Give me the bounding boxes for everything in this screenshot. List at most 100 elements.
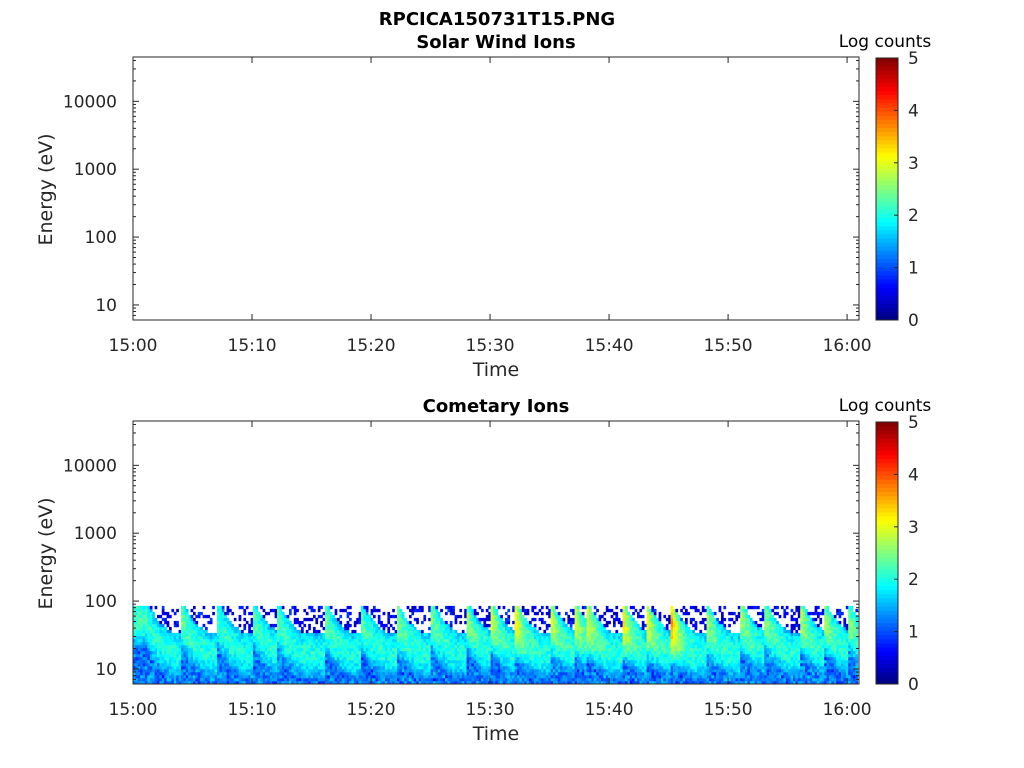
spectrogram-cell (236, 647, 239, 652)
spectrogram-cell (634, 650, 638, 655)
spectrogram-cell (202, 641, 206, 646)
spectrogram-cell (605, 620, 609, 625)
spectrogram-cell (572, 632, 575, 637)
spectrogram-cell (289, 650, 292, 655)
spectrogram-cell (464, 653, 467, 658)
spectrogram-cell (325, 675, 328, 679)
spectrogram-cell (370, 650, 374, 655)
spectrogram-cell (260, 635, 263, 640)
spectrogram-cell (375, 635, 379, 640)
spectrogram-cell (574, 623, 578, 628)
spectrogram-cell (257, 641, 261, 646)
spectrogram-cell (598, 644, 602, 649)
spectrogram-cell (229, 608, 232, 613)
spectrogram-cell (325, 650, 328, 655)
spectrogram-cell (169, 681, 172, 685)
spectrogram-cell (308, 669, 311, 673)
spectrogram-cell (178, 641, 182, 646)
spectrogram-cell (145, 650, 148, 655)
spectrogram-cell (152, 620, 155, 625)
spectrogram-cell (574, 605, 578, 610)
spectrogram-cell (409, 663, 412, 667)
spectrogram-cell (365, 666, 369, 670)
spectrogram-cell (454, 620, 458, 625)
spectrogram-cell (500, 629, 503, 634)
spectrogram-cell (613, 641, 616, 646)
spectrogram-cell (447, 660, 451, 664)
spectrogram-cell (209, 635, 213, 640)
spectrogram-cell (188, 620, 191, 625)
spectrogram-cell (231, 653, 235, 658)
spectrogram-cell (238, 660, 242, 664)
spectrogram-cell (553, 653, 556, 658)
spectrogram-cell (274, 608, 278, 613)
spectrogram-cell (641, 666, 645, 670)
spectrogram-cell (325, 660, 328, 664)
spectrogram-cell (548, 660, 551, 664)
spectrogram-cell (185, 653, 189, 658)
spectrogram-cell (245, 620, 249, 625)
spectrogram-cell (454, 617, 458, 622)
spectrogram-cell (164, 647, 167, 652)
spectrogram-cell (188, 632, 191, 637)
spectrogram-cell (303, 657, 307, 661)
spectrogram-cell (476, 657, 479, 661)
spectrogram-cell (577, 650, 580, 655)
spectrogram-cell (193, 638, 196, 643)
spectrogram-cell (303, 623, 307, 628)
spectrogram-cell (171, 647, 175, 652)
spectrogram-cell (197, 653, 201, 658)
spectrogram-cell (637, 635, 640, 640)
spectrogram-cell (449, 626, 453, 631)
spectrogram-cell (437, 666, 441, 670)
spectrogram-cell (430, 626, 434, 631)
spectrogram-cell (313, 629, 316, 634)
spectrogram-cell (519, 666, 523, 670)
spectrogram-cell (560, 681, 563, 685)
spectrogram-cell (231, 681, 235, 685)
spectrogram-cell (253, 653, 256, 658)
spectrogram-cell (281, 678, 285, 682)
spectrogram-cell (394, 614, 398, 619)
spectrogram-cell (533, 629, 537, 634)
spectrogram-cell (488, 647, 491, 652)
spectrogram-cell (209, 638, 213, 643)
spectrogram-cell (137, 663, 141, 667)
spectrogram-cell (397, 653, 400, 658)
spectrogram-cell (476, 660, 479, 664)
spectrogram-cell (363, 617, 367, 622)
spectrogram-cell (176, 623, 179, 628)
spectrogram-cell (490, 663, 494, 667)
spectrogram-cell (159, 635, 163, 640)
spectrogram-cell (293, 635, 297, 640)
spectrogram-cell (274, 611, 278, 616)
spectrogram-cell (389, 681, 393, 685)
spectrogram-cell (356, 663, 359, 667)
spectrogram-cell (332, 617, 335, 622)
spectrogram-cell (389, 644, 393, 649)
spectrogram-cell (567, 666, 571, 670)
spectrogram-cell (598, 635, 602, 640)
spectrogram-cell (361, 666, 364, 670)
spectrogram-cell (303, 660, 307, 664)
spectrogram-cell (351, 632, 355, 637)
spectrogram-cell (500, 641, 503, 646)
spectrogram-cell (485, 681, 489, 685)
spectrogram-cell (447, 653, 451, 658)
spectrogram-cell (181, 660, 184, 664)
spectrogram-cell (569, 620, 573, 625)
spectrogram-cell (449, 669, 453, 673)
spectrogram-cell (346, 650, 350, 655)
spectrogram-cell (543, 678, 547, 682)
spectrogram-cell (452, 641, 455, 646)
spectrogram-cell (241, 675, 244, 679)
spectrogram-cell (435, 663, 439, 667)
spectrogram-cell (327, 650, 331, 655)
spectrogram-cell (233, 650, 237, 655)
spectrogram-cell (409, 657, 412, 661)
spectrogram-cell (553, 650, 556, 655)
spectrogram-cell (341, 629, 345, 634)
spectrogram-cell (351, 641, 355, 646)
spectrogram-cell (154, 669, 158, 673)
spectrogram-cell (457, 635, 460, 640)
